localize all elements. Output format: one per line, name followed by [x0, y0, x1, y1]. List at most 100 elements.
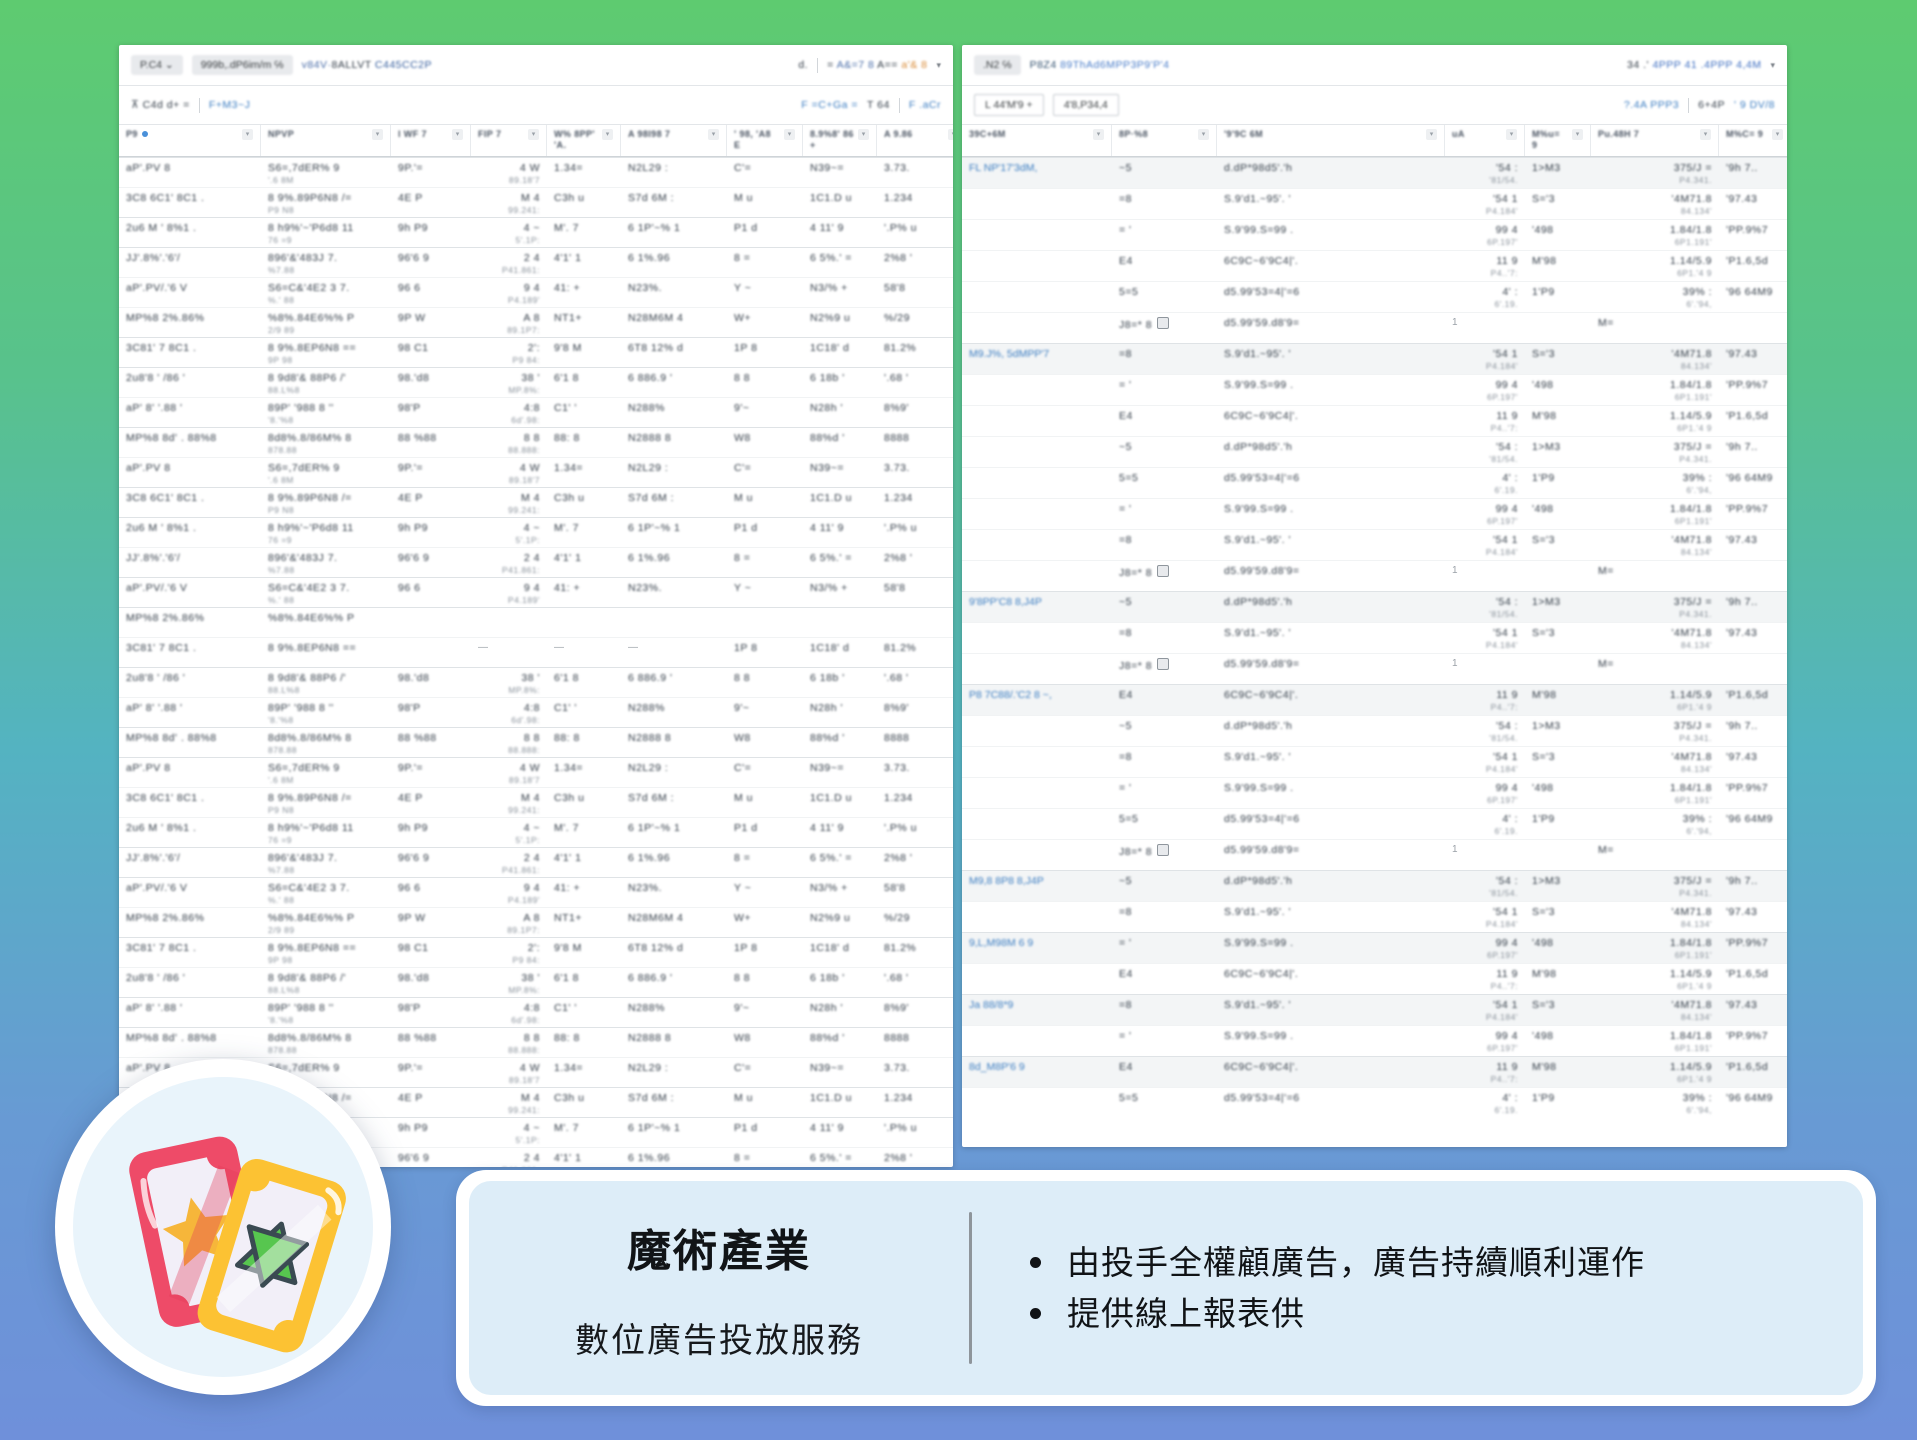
sort-toggle-icon[interactable]: ▾	[602, 129, 613, 140]
sort-toggle-icon[interactable]: ▾	[372, 129, 383, 140]
campaign-table-row[interactable]: MP%8 8d' . 88%8 8d8%.8/86M% 8 878.88 88 %88…	[119, 726, 953, 757]
toolbar-tab-button[interactable]: L 44'M'9 +	[974, 94, 1044, 116]
column-header[interactable]: A 98I98 7 ▾	[621, 125, 727, 156]
sort-toggle-icon[interactable]: ▾	[858, 129, 869, 140]
campaign-table-row[interactable]: 3C81' 7 8C1 . 8 9%.8EP6N8 == 9P 98 98 C1 2':…	[119, 936, 953, 967]
expand-box-icon[interactable]	[1157, 843, 1170, 856]
sort-toggle-icon[interactable]: ▾	[784, 129, 795, 140]
sort-toggle-icon[interactable]: ▾	[452, 129, 463, 140]
column-header[interactable]: FIP 7 ▾	[471, 125, 547, 156]
column-header[interactable]: Pu.48H 7 ▾	[1591, 125, 1719, 156]
column-header[interactable]: A 9.86 ▾	[877, 125, 953, 156]
sort-toggle-icon[interactable]: ▾	[242, 129, 253, 140]
toolbar-button[interactable]: 999b,.dP6im/m ℅	[191, 55, 293, 75]
campaign-table-row[interactable]: 3C81' 7 8C1 . 8 9%.8EP6N8 == — — — 1P 8 1C18' …	[119, 636, 953, 667]
campaign-table-row[interactable]: 2u8'8 ' /86 ' 8 9d8'& 88P6 /' 88.L%8 98.'d8…	[119, 666, 953, 697]
sort-toggle-icon[interactable]: ▾	[1700, 129, 1711, 140]
report-table-row[interactable]: 5=5 d5.99'53=4|'=6 4' :6'.19. 1'P9 39% :6'.'…	[962, 1086, 1787, 1118]
report-table-row[interactable]: J8=* 8 d5.99'59.d8'9= 1 M=	[962, 559, 1787, 591]
report-table-row[interactable]: Ja 88/8*9 =8 S.9'd1.~95'. ' '54 1 P4.184' S='…	[962, 993, 1787, 1025]
toolbar-link[interactable]: ' 9 DV/8	[1733, 99, 1775, 111]
campaign-table-row[interactable]: MP%8 2%.86% %8%.84E6%% P 2/9 89 9P W A 8 89.1…	[119, 306, 953, 337]
toolbar-link[interactable]: F+M3~J	[208, 99, 251, 111]
sort-toggle-icon[interactable]: ▾	[1198, 129, 1209, 140]
sort-toggle-icon[interactable]: ▾	[708, 129, 719, 140]
report-table-row[interactable]: M9,8 8P8 8,J4P ~5 d.dP*98d5'.'h '54 : '81/54…	[962, 869, 1787, 901]
column-header[interactable]: W% 8PP' 'A. ▾	[547, 125, 621, 156]
report-table-row[interactable]: M9.J%, 5dMPP'7 =8 S.9'd1.~95'. ' '54 1 P4.18…	[962, 342, 1787, 374]
sort-toggle-icon[interactable]: ▾	[1093, 129, 1104, 140]
report-table-row[interactable]: 5=5 d5.99'53=4|'=6 4' :6'.19. 1'P9 39% :6'.'…	[962, 280, 1787, 312]
sort-toggle-icon[interactable]: ▾	[528, 129, 539, 140]
report-table-row[interactable]: J8=* 8 d5.99'59.d8'9= 1 M=	[962, 652, 1787, 684]
column-header[interactable]: ' 98, 'A8 E ▾	[727, 125, 803, 156]
campaign-table-row[interactable]: MP%8 8d' . 88%8 8d8%.8/86M% 8 878.88 88 %88…	[119, 426, 953, 457]
report-table-row[interactable]: 5=5 d5.99'53=4|'=6 4' :6'.19. 1'P9 39% :6'.'…	[962, 807, 1787, 839]
sort-toggle-icon[interactable]: ▾	[1772, 129, 1783, 140]
column-header[interactable]: 8.9%8' 86+ ▾	[803, 125, 877, 156]
campaign-table-row[interactable]: MP%8 8d' . 88%8 8d8%.8/86M% 8 878.88 88 %88…	[119, 1026, 953, 1057]
campaign-table-row[interactable]: 3C8 6C1' 8C1 . 8 9%.89P6N8 /=P9 N8 4E P M 4…	[119, 786, 953, 817]
report-table-row[interactable]: J8=* 8 d5.99'59.d8'9= 1 M=	[962, 838, 1787, 870]
column-header[interactable]: 39C+6M ▾	[962, 125, 1112, 156]
report-table-row[interactable]: E4 6C9C~6'9C4|'. 11 9 P4..'7: M'98 1.14/5.9 6P…	[962, 249, 1787, 281]
toolbar-link[interactable]: ?.4A PPP3	[1623, 99, 1680, 111]
column-header[interactable]: 8P·%8 ▾	[1112, 125, 1217, 156]
column-header[interactable]: uA ▾	[1445, 125, 1525, 156]
campaign-table-row[interactable]: 2u8'8 ' /86 ' 8 9d8'& 88P6 /' 88.L%8 98.'d8…	[119, 966, 953, 997]
campaign-link[interactable]: M9,8 8P8 8,J4P	[969, 874, 1044, 887]
toolbar-button[interactable]: .N2 ℅	[974, 55, 1021, 75]
toolbar-tab-button[interactable]: 4'8,P34,4	[1052, 94, 1119, 116]
report-table-row[interactable]: ~5 d.dP*98d5'.'h '54 : '81/54. 1>M3 375/J = P4…	[962, 714, 1787, 746]
toolbar-button[interactable]: P.C4 ⌄	[131, 55, 183, 75]
campaign-link[interactable]: P8 7C88/.'C2 8 ~,	[969, 688, 1052, 701]
report-table-row[interactable]: = ' S.9'99.S=99 . 99 4 6P.197' '498 1.84/1.8 6…	[962, 1024, 1787, 1056]
report-table-row[interactable]: 5=5 d5.99'53=4|'=6 4' :6'.19. 1'P9 39% :6'.'…	[962, 466, 1787, 498]
expand-box-icon[interactable]	[1157, 316, 1170, 329]
report-table-row[interactable]: P8 7C88/.'C2 8 ~, E4 6C9C~6'9C4|'. 11 9 P4..…	[962, 683, 1787, 715]
report-table-row[interactable]: FL NP'17'3dM, ~5 d.dP*98d5'.'h '54 : '81/54.…	[962, 156, 1787, 188]
campaign-table-row[interactable]: 3C81' 7 8C1 . 8 9%.8EP6N8 == 9P 98 98 C1 2':…	[119, 336, 953, 367]
report-table-row[interactable]: = ' S.9'99.S=99 . 99 4 6P.197' '498 1.84/1.8 6…	[962, 373, 1787, 405]
report-table-row[interactable]: =8 S.9'd1.~95'. ' '54 1 P4.184' S='3 '4M71.8 8…	[962, 900, 1787, 932]
campaign-table-row[interactable]: 2u8'8 ' /86 ' 8 9d8'& 88P6 /' 88.L%8 98.'d8…	[119, 366, 953, 397]
chevron-down-icon[interactable]: ▾	[936, 59, 941, 70]
column-header[interactable]: M%C= 9 ▾	[1719, 125, 1787, 156]
column-header[interactable]: P9 ▾	[119, 125, 261, 156]
campaign-table-row[interactable]: MP%8 2%.86% %8%.84E6%% P	[119, 606, 953, 637]
report-table-row[interactable]: 9'8PP'C8 8,J4P ~5 d.dP*98d5'.'h '54 : '81/54…	[962, 590, 1787, 622]
campaign-link[interactable]: 8d_M8P'6 9	[969, 1060, 1025, 1073]
expand-box-icon[interactable]	[1157, 564, 1170, 577]
sort-toggle-icon[interactable]: ▾	[1506, 129, 1517, 140]
sort-toggle-icon[interactable]: ▾	[1426, 129, 1437, 140]
campaign-table-row[interactable]: 3C8 6C1' 8C1 . 8 9%.89P6N8 /=P9 N8 4E P M 4…	[119, 486, 953, 517]
sort-toggle-icon[interactable]: ▾	[1572, 129, 1583, 140]
campaign-link[interactable]: 9,L,M98M 6 9	[969, 936, 1034, 949]
report-table-row[interactable]: ~5 d.dP*98d5'.'h '54 : '81/54. 1>M3 375/J = P4…	[962, 435, 1787, 467]
campaign-table-row[interactable]: 3C8 6C1' 8C1 . 8 9%.89P6N8 /=P9 N8 4E P M 4…	[119, 186, 953, 217]
expand-box-icon[interactable]	[1157, 657, 1170, 670]
report-table-row[interactable]: = ' S.9'99.S=99 . 99 4 6P.197' '498 1.84/1.8 6…	[962, 776, 1787, 808]
campaign-link[interactable]: M9.J%, 5dMPP'7	[969, 347, 1050, 360]
sort-toggle-icon[interactable]: ▾	[948, 129, 953, 140]
column-header[interactable]: M%u= 9 ▾	[1525, 125, 1591, 156]
report-table-row[interactable]: =8 S.9'd1.~95'. ' '54 1 P4.184' S='3 '4M71.8 8…	[962, 187, 1787, 219]
campaign-link[interactable]: Ja 88/8*9	[969, 998, 1014, 1011]
campaign-table-row[interactable]: aP' 8' '.88 ' 89P' '988 8 '' '8.'%8 98'P 4:8…	[119, 396, 953, 427]
report-table-row[interactable]: =8 S.9'd1.~95'. ' '54 1 P4.184' S='3 '4M71.8 8…	[962, 745, 1787, 777]
toolbar-link[interactable]: F .aCr	[908, 99, 941, 111]
campaign-table-row[interactable]: MP%8 2%.86% %8%.84E6%% P 2/9 89 9P W A 8 89.1…	[119, 906, 953, 937]
chevron-down-icon[interactable]: ▾	[1770, 59, 1775, 70]
toolbar-link[interactable]: F =C+Ga =	[801, 99, 858, 111]
report-table-row[interactable]: E4 6C9C~6'9C4|'. 11 9 P4..'7: M'98 1.14/5.9 6P…	[962, 404, 1787, 436]
report-table-row[interactable]: = ' S.9'99.S=99 . 99 4 6P.197' '498 1.84/1.8 6…	[962, 497, 1787, 529]
